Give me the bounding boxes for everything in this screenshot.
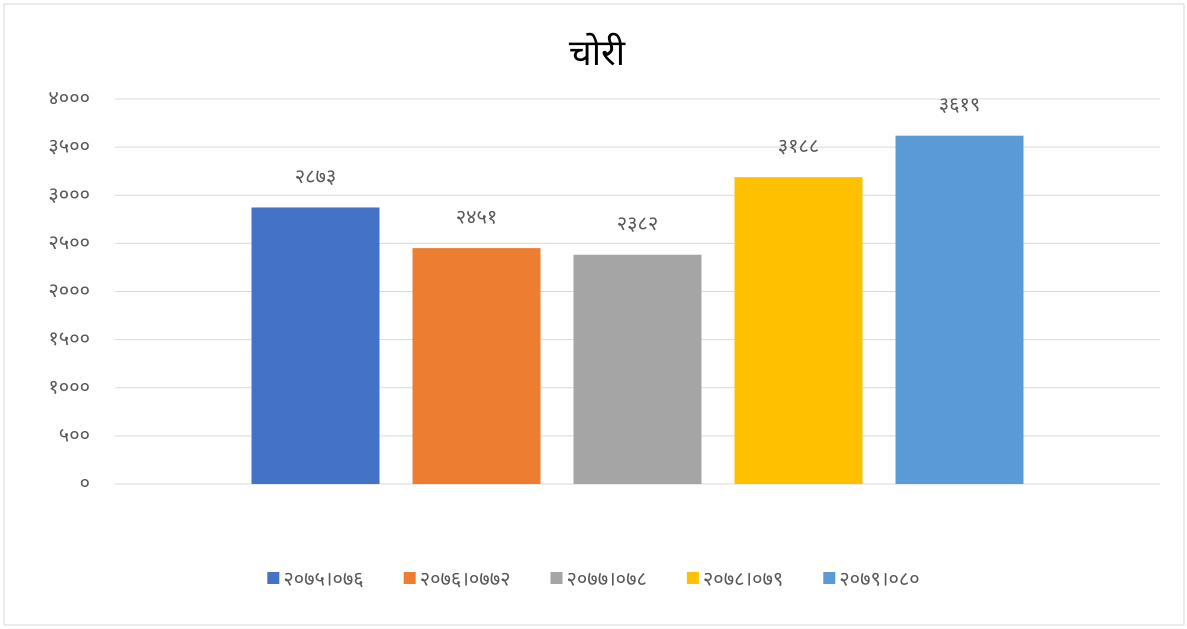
value-label: २३८२ [617, 211, 659, 235]
legend-label: २०७९।०८० [839, 567, 919, 591]
y-tick-label: ४००० [48, 86, 90, 110]
bar [734, 177, 863, 484]
y-tick-label: २५०० [48, 230, 90, 254]
y-tick-label: २००० [48, 278, 90, 302]
y-tick-label: १००० [48, 374, 90, 398]
y-tick-label: ३००० [48, 182, 90, 206]
bar [412, 248, 541, 484]
legend-label: २०७५।०७६ [283, 567, 363, 591]
chart-title: चोरी [569, 32, 626, 74]
y-tick-label: ५०० [59, 422, 90, 446]
value-label: २४५१ [456, 205, 498, 229]
legend-swatch [267, 572, 280, 584]
bar [251, 207, 380, 484]
bar [895, 135, 1024, 484]
legend-label: २०७८।०७९ [703, 567, 783, 591]
bar [573, 254, 702, 484]
legend-label: २०७७।०७८ [567, 567, 647, 591]
value-label: २८७३ [295, 164, 337, 188]
legend-swatch [823, 572, 836, 584]
value-label: ३६१९ [939, 92, 981, 116]
legend-label: २०७६।०७७२ [420, 567, 511, 591]
y-tick-label: ० [80, 471, 90, 495]
y-tick-label: ३५०० [48, 134, 90, 158]
y-tick-label: १५०० [48, 326, 90, 350]
legend-swatch [550, 572, 563, 584]
value-label: ३१८८ [778, 134, 820, 158]
legend-swatch [403, 572, 416, 584]
legend-swatch [686, 572, 699, 584]
